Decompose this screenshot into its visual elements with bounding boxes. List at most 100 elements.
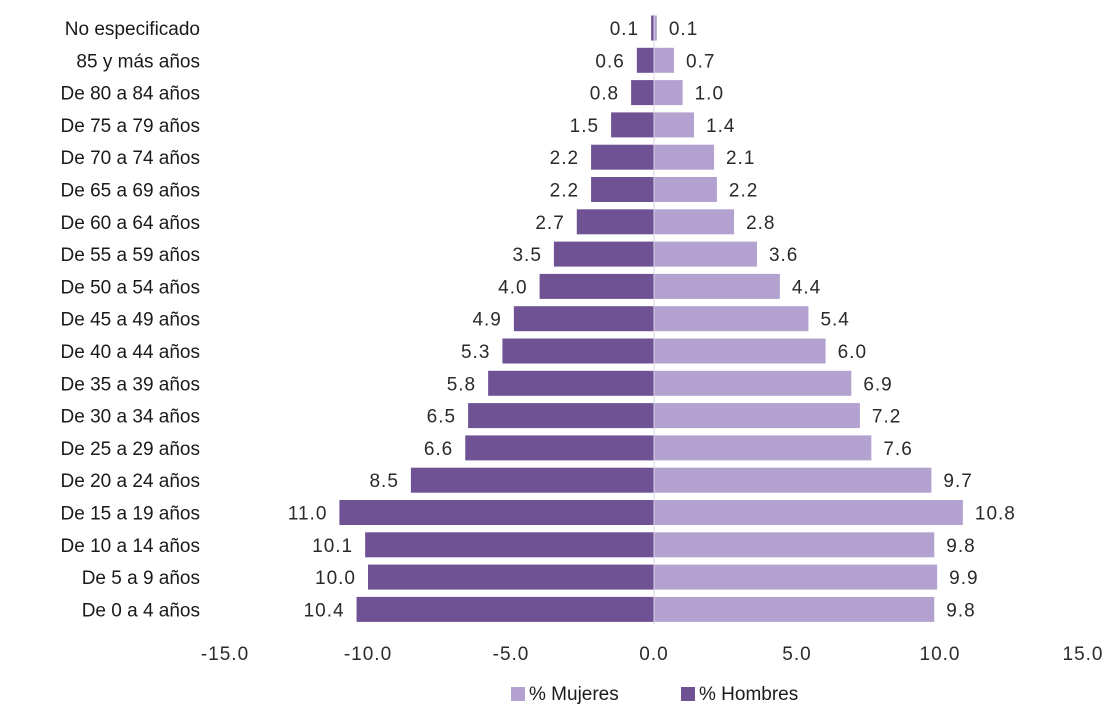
value-label-hombres-row-8: 4.0 [498, 277, 527, 298]
value-label-hombres-row-14: 8.5 [369, 471, 398, 492]
bar-hombres-row-14 [410, 467, 654, 493]
value-label-hombres-row-15: 11.0 [288, 504, 328, 525]
bar-mujeres-row-2 [654, 80, 683, 106]
value-label-hombres-row-10: 5.3 [461, 342, 490, 363]
bar-mujeres-row-3 [654, 112, 695, 138]
value-label-mujeres-row-6: 2.8 [746, 213, 775, 234]
category-label-row-9: De 45 a 49 años [61, 310, 200, 331]
value-label-mujeres-row-2: 1.0 [695, 84, 724, 105]
bar-mujeres-row-18 [654, 596, 935, 622]
category-label-row-4: De 70 a 74 años [61, 148, 200, 169]
category-label-row-2: De 80 a 84 años [61, 84, 200, 105]
bar-mujeres-row-5 [654, 177, 717, 202]
x-tick-label-0: -15.0 [201, 644, 249, 665]
category-label-row-14: De 20 a 24 años [61, 471, 200, 492]
bar-hombres-row-1 [636, 47, 654, 73]
legend: % Mujeres % Hombres [511, 684, 798, 705]
value-label-mujeres-row-4: 2.1 [726, 148, 755, 169]
value-label-mujeres-row-12: 7.2 [872, 407, 901, 428]
category-label-row-6: De 60 a 64 años [61, 213, 200, 234]
category-label-row-18: De 0 a 4 años [82, 600, 200, 621]
bars-layer [339, 15, 963, 622]
bar-hombres-row-10 [502, 338, 654, 364]
bar-hombres-row-15 [339, 500, 654, 525]
bar-mujeres-row-12 [654, 403, 860, 429]
value-label-hombres-row-2: 0.8 [590, 84, 619, 105]
x-tick-label-3: 0.0 [639, 644, 668, 665]
value-label-hombres-row-12: 6.5 [427, 407, 456, 428]
legend-label-mujeres: % Mujeres [529, 684, 619, 705]
value-label-hombres-row-18: 10.4 [304, 600, 345, 621]
value-label-mujeres-row-5: 2.2 [729, 181, 758, 202]
bar-mujeres-row-6 [654, 209, 735, 235]
bar-mujeres-row-11 [654, 370, 852, 396]
bar-mujeres-row-9 [654, 306, 809, 332]
value-label-mujeres-row-17: 9.9 [949, 568, 978, 589]
bar-hombres-row-5 [591, 177, 654, 202]
category-label-row-10: De 40 a 44 años [61, 342, 200, 363]
value-label-hombres-row-13: 6.6 [424, 439, 453, 460]
bar-hombres-row-13 [465, 435, 654, 461]
x-tick-label-2: -5.0 [493, 644, 530, 665]
value-label-hombres-row-3: 1.5 [570, 116, 599, 137]
bar-hombres-row-16 [365, 532, 654, 558]
bar-mujeres-row-8 [654, 273, 780, 299]
value-label-mujeres-row-3: 1.4 [706, 116, 735, 137]
bar-hombres-row-11 [488, 370, 654, 396]
value-label-mujeres-row-0: 0.1 [669, 19, 698, 40]
value-label-hombres-row-11: 5.8 [447, 374, 476, 395]
bar-mujeres-row-10 [654, 338, 826, 364]
category-label-row-15: De 15 a 19 años [61, 504, 200, 525]
legend-swatch-mujeres [511, 687, 525, 701]
value-label-hombres-row-4: 2.2 [550, 148, 579, 169]
value-label-mujeres-row-7: 3.6 [769, 245, 798, 266]
bar-hombres-row-17 [368, 564, 654, 590]
bar-hombres-row-7 [553, 241, 654, 267]
category-label-row-17: De 5 a 9 años [82, 568, 200, 589]
bar-mujeres-row-16 [654, 532, 935, 558]
value-label-mujeres-row-18: 9.8 [946, 600, 975, 621]
value-label-mujeres-row-8: 4.4 [792, 277, 821, 298]
value-label-mujeres-row-11: 6.9 [863, 374, 892, 395]
category-label-row-13: De 25 a 29 años [61, 439, 200, 460]
bar-hombres-row-3 [611, 112, 654, 138]
bar-hombres-row-12 [468, 403, 654, 429]
x-axis: -15.0 -10.0 -5.0 0.0 5.0 10.0 15.0 [201, 13, 1104, 665]
bar-mujeres-row-15 [654, 500, 963, 525]
value-label-hombres-row-0: 0.1 [610, 19, 639, 40]
category-label-row-1: 85 y más años [76, 51, 200, 72]
category-label-row-16: De 10 a 14 años [61, 536, 200, 557]
value-label-hombres-row-7: 3.5 [512, 245, 541, 266]
category-label-row-12: De 30 a 34 años [61, 407, 200, 428]
category-label-row-7: De 55 a 59 años [61, 245, 200, 266]
bar-hombres-row-9 [513, 306, 654, 332]
value-label-hombres-row-6: 2.7 [535, 213, 564, 234]
value-label-hombres-row-5: 2.2 [550, 181, 579, 202]
category-label-row-0: No especificado [65, 19, 200, 40]
value-label-mujeres-row-16: 9.8 [946, 536, 975, 557]
bar-hombres-row-4 [591, 144, 654, 170]
bar-hombres-row-8 [539, 273, 654, 299]
value-label-hombres-row-16: 10.1 [312, 536, 353, 557]
bar-mujeres-row-17 [654, 564, 938, 590]
category-label-row-11: De 35 a 39 años [61, 374, 200, 395]
value-label-mujeres-row-14: 9.7 [943, 471, 972, 492]
value-label-mujeres-row-1: 0.7 [686, 51, 715, 72]
bar-hombres-row-6 [576, 209, 654, 235]
category-label-row-5: De 65 a 69 años [61, 181, 200, 202]
category-label-row-3: De 75 a 79 años [61, 116, 200, 137]
x-tick-label-5: 10.0 [920, 644, 961, 665]
value-label-mujeres-row-15: 10.8 [975, 504, 1016, 525]
value-labels: 0.1 0.1 0.6 0.7 0.8 1.0 1.5 1.4 2.2 2.1 2.2 2.2 2.7 2… [288, 19, 1016, 621]
category-label-row-8: De 50 a 54 años [61, 277, 200, 298]
x-tick-label-6: 15.0 [1063, 644, 1104, 665]
x-tick-label-1: -10.0 [344, 644, 392, 665]
value-label-hombres-row-17: 10.0 [315, 568, 356, 589]
category-labels: No especificado 85 y más años De 80 a 84 a… [61, 19, 200, 621]
bar-mujeres-row-13 [654, 435, 872, 461]
bar-hombres-row-18 [356, 596, 654, 622]
bar-hombres-row-2 [631, 80, 654, 106]
value-label-hombres-row-9: 4.9 [472, 310, 501, 331]
